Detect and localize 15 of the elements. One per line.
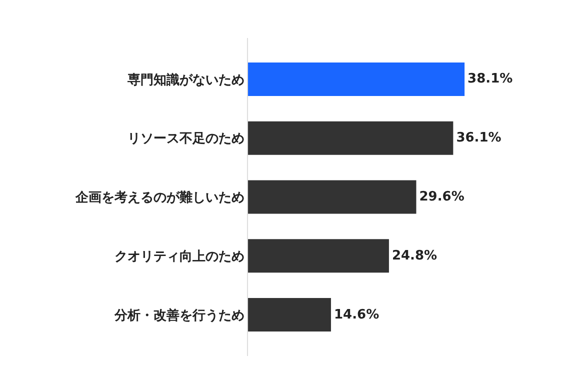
- bar: [248, 298, 331, 332]
- bar: [248, 239, 389, 273]
- y-tick-label: リソース不足のため: [127, 132, 244, 147]
- data-label: 38.1%: [468, 72, 513, 87]
- data-label: 24.8%: [392, 248, 438, 264]
- data-label: 14.6%: [334, 307, 380, 322]
- bar: [248, 121, 454, 155]
- y-tick-label: 企画を考えるのが難しいため: [74, 190, 244, 206]
- data-label: 36.1%: [456, 130, 502, 146]
- bar: [248, 62, 465, 96]
- y-tick-label: 専門知識がないため: [126, 72, 244, 88]
- data-label: 29.6%: [419, 190, 464, 204]
- bar: [248, 180, 416, 214]
- y-tick-label: 分析・改善を行うため: [113, 307, 244, 324]
- y-tick-label: クオリティ向上のため: [114, 249, 244, 264]
